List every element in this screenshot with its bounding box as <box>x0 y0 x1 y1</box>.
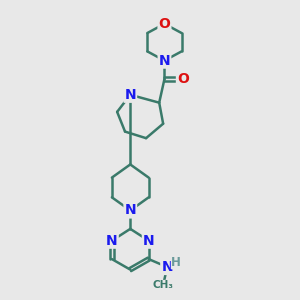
Text: N: N <box>124 88 136 102</box>
Text: N: N <box>124 203 136 218</box>
Text: O: O <box>177 72 189 86</box>
Text: N: N <box>161 260 173 274</box>
Text: CH₃: CH₃ <box>153 280 174 290</box>
Text: N: N <box>159 54 170 68</box>
Text: N: N <box>143 234 154 248</box>
Text: H: H <box>171 256 181 269</box>
Text: N: N <box>106 234 118 248</box>
Text: O: O <box>158 17 170 31</box>
